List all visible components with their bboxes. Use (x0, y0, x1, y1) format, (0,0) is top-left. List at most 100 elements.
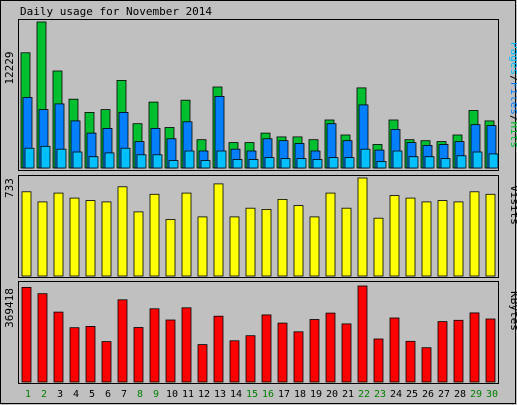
day-label-7: 7 (121, 389, 127, 400)
pages-bar-day-13 (216, 150, 227, 169)
day-label-19: 19 (310, 389, 322, 400)
legend-hits: Hits (508, 122, 517, 149)
bottom-panel-legend: KBytes (508, 291, 517, 331)
day-label-24: 24 (390, 389, 402, 400)
day-label-16: 16 (262, 389, 274, 400)
chart-title: Daily usage for November 2014 (20, 5, 212, 18)
pages-bar-day-14 (232, 159, 243, 169)
visits-bar-day-25 (405, 197, 416, 277)
pages-bar-day-6 (104, 152, 115, 169)
day-label-27: 27 (438, 389, 450, 400)
kbytes-bar-day-8 (133, 327, 144, 383)
pages-bar-day-12 (200, 160, 211, 169)
visits-bar-day-18 (293, 205, 304, 277)
day-label-18: 18 (294, 389, 306, 400)
visits-bar-day-9 (149, 193, 160, 277)
pages-bar-day-24 (392, 150, 403, 169)
kbytes-bar-day-12 (197, 344, 208, 383)
visits-bar-day-24 (389, 195, 400, 277)
pages-bar-day-2 (40, 145, 51, 169)
bottom-panel-frame (18, 281, 499, 384)
day-axis-labels: 1 2 3 4 5 6 7 8 9 10 11 12 13 14 15 16 17 18 19 20 21 22 23 24 2… (25, 389, 498, 400)
legend-sep-2: / (508, 115, 517, 122)
kbytes-bar-day-26 (421, 347, 432, 383)
kbytes-bar-day-20 (325, 312, 336, 383)
visits-bar-day-27 (437, 200, 448, 277)
pages-bar-day-10 (168, 160, 179, 169)
pages-bar-day-18 (296, 158, 307, 169)
visits-bar-day-28 (453, 201, 464, 277)
pages-bar-day-20 (328, 157, 339, 169)
visits-bar-day-23 (373, 217, 384, 277)
kbytes-bar-day-11 (181, 307, 192, 383)
day-label-30: 30 (486, 389, 498, 400)
visits-bar-day-10 (165, 219, 176, 277)
pages-bar-day-23 (376, 160, 387, 169)
kbytes-bar-day-24 (389, 317, 400, 383)
visits-bar-day-21 (341, 207, 352, 277)
pages-bar-day-1 (24, 147, 35, 169)
day-label-26: 26 (422, 389, 434, 400)
pages-bar-day-11 (184, 150, 195, 169)
pages-bar-day-19 (312, 159, 323, 169)
kbytes-bar-day-29 (469, 312, 480, 383)
kbytes-bar-day-22 (357, 285, 368, 383)
kbytes-bar-day-7 (117, 299, 128, 383)
kbytes-bar-day-28 (453, 319, 464, 383)
kbytes-bar-day-2 (37, 293, 48, 383)
visits-bar-day-12 (197, 216, 208, 277)
visits-bar-day-4 (69, 197, 80, 277)
kbytes-bar-day-25 (405, 340, 416, 383)
pages-bar-day-16 (264, 157, 275, 169)
bottom-panel-bars (21, 285, 496, 383)
day-label-17: 17 (278, 389, 290, 400)
pages-bar-day-25 (408, 156, 419, 169)
kbytes-bar-day-6 (101, 341, 112, 383)
visits-bar-day-30 (485, 193, 496, 277)
day-label-9: 9 (153, 389, 159, 400)
visits-bar-day-8 (133, 211, 144, 277)
visits-bar-day-20 (325, 192, 336, 277)
pages-bar-day-5 (88, 156, 99, 169)
visits-bar-day-29 (469, 191, 480, 277)
day-label-2: 2 (41, 389, 47, 400)
day-label-8: 8 (137, 389, 143, 400)
kbytes-bar-day-13 (213, 315, 224, 383)
top-panel-ymax: 12229 (3, 51, 16, 84)
pages-bar-day-30 (488, 153, 499, 169)
visits-bar-day-14 (229, 216, 240, 277)
day-label-10: 10 (166, 389, 178, 400)
pages-bar-day-8 (136, 154, 147, 169)
visits-bar-day-7 (117, 186, 128, 277)
kbytes-bar-day-16 (261, 314, 272, 383)
legend-files: Files (508, 82, 517, 115)
top-panel-legend: Pages/Files/Hits (508, 42, 517, 148)
day-label-29: 29 (470, 389, 482, 400)
kbytes-bar-day-27 (437, 321, 448, 383)
visits-bar-day-2 (37, 201, 48, 277)
visits-bar-day-1 (21, 191, 32, 277)
visits-bar-day-17 (277, 198, 288, 277)
day-label-15: 15 (246, 389, 258, 400)
legend-sep-1: / (508, 75, 517, 82)
kbytes-bar-day-1 (21, 286, 32, 383)
day-label-1: 1 (25, 389, 31, 400)
day-label-5: 5 (89, 389, 95, 400)
day-label-22: 22 (358, 389, 370, 400)
visits-bar-day-19 (309, 216, 320, 277)
day-label-14: 14 (230, 389, 242, 400)
visits-bar-day-6 (101, 201, 112, 277)
day-label-4: 4 (73, 389, 79, 400)
kbytes-bar-day-18 (293, 331, 304, 383)
day-label-11: 11 (182, 389, 194, 400)
bottom-panel-ymax: 369418 (3, 288, 16, 328)
legend-pages: Pages (508, 42, 517, 75)
day-label-12: 12 (198, 389, 210, 400)
pages-bar-day-27 (440, 158, 451, 169)
pages-bar-day-17 (280, 158, 291, 169)
day-label-21: 21 (342, 389, 354, 400)
pages-bar-day-4 (72, 151, 83, 169)
